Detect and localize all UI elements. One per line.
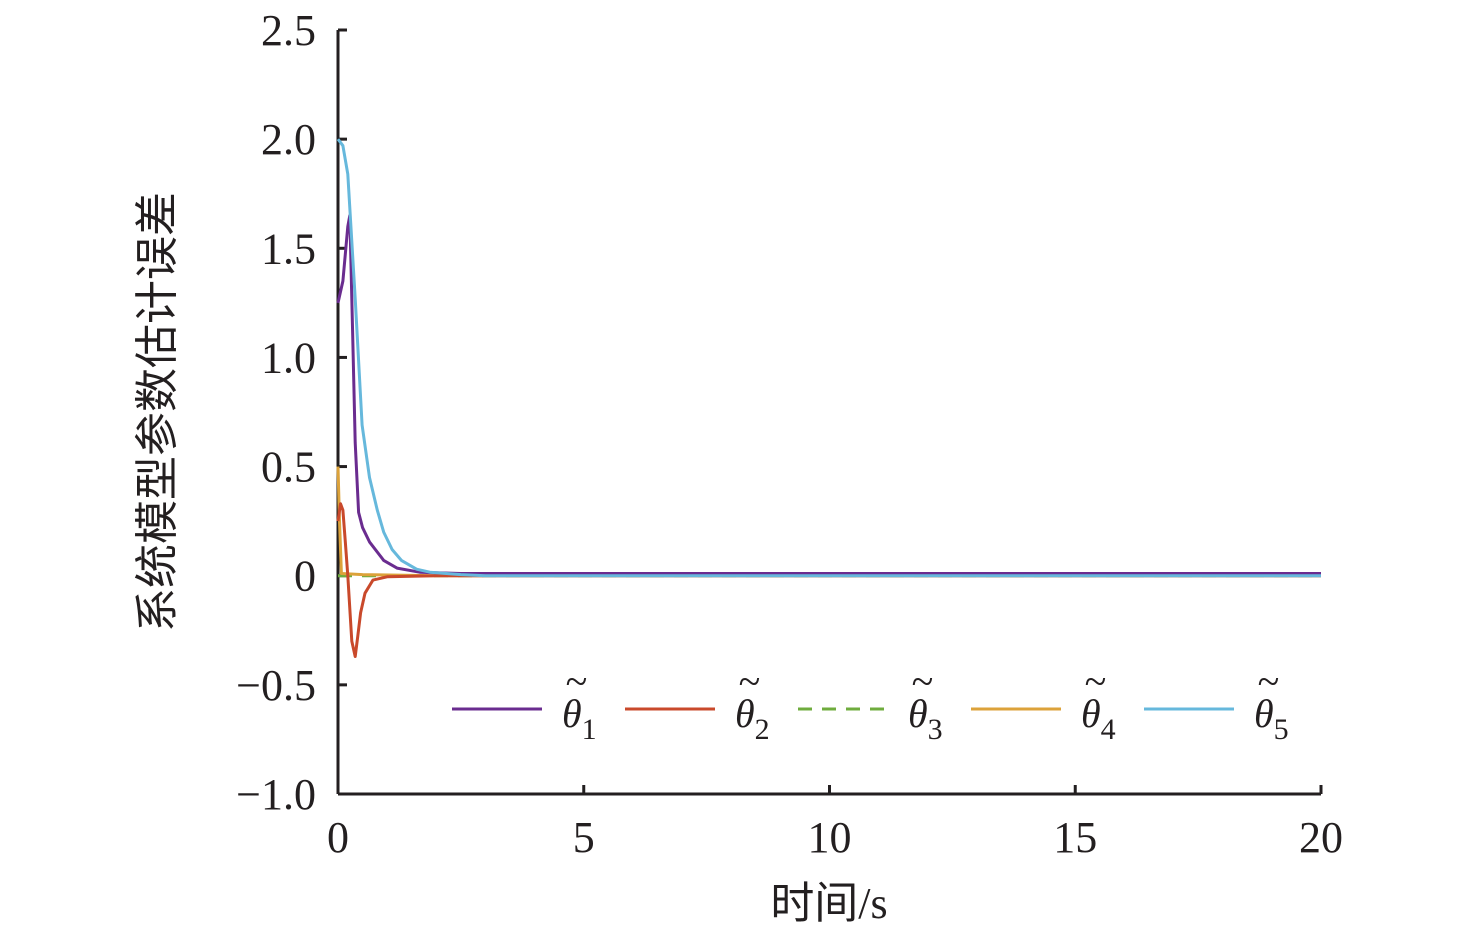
y-tick-label: 0 [294, 552, 316, 601]
tilde-mark: ~ [1084, 659, 1106, 704]
tilde-mark: ~ [1257, 659, 1279, 704]
legend-label-4: θ4 [1081, 691, 1116, 746]
x-tick-label: 15 [1053, 813, 1097, 862]
legend-label-5: θ5 [1254, 691, 1289, 746]
x-axis-title: 时间/s [770, 879, 887, 928]
legend-label-2: θ2 [735, 691, 770, 746]
series-line-theta-2 [336, 502, 1321, 658]
x-tick-label: 5 [573, 813, 595, 862]
legend-label-3: θ3 [908, 691, 943, 746]
y-tick-label: 0.5 [261, 443, 316, 492]
y-tick-label: 2.0 [261, 115, 316, 164]
x-tick-label: 0 [327, 813, 349, 862]
tilde-mark: ~ [911, 659, 933, 704]
series-line-theta-4 [336, 466, 1321, 578]
y-tick-label: 2.5 [261, 6, 316, 55]
x-tick-label: 10 [808, 813, 852, 862]
series-line-theta-5 [336, 138, 1321, 578]
y-axis-title: 系统模型参数估计误差 [133, 192, 182, 632]
legend-label-1: θ1 [562, 691, 597, 746]
y-tick-label: 1.0 [261, 333, 316, 382]
tilde-mark: ~ [565, 659, 587, 704]
axes: −1.0 −0.5 0 0.5 1.0 1.5 2.0 2.5 0 5 10 15 20 [236, 6, 1343, 862]
y-tick-label: −0.5 [236, 661, 316, 710]
series-line-theta-1 [336, 214, 1321, 575]
x-tick-label: 20 [1299, 813, 1343, 862]
tilde-mark: ~ [738, 659, 760, 704]
y-tick-label: −1.0 [236, 770, 316, 819]
series-lines [336, 138, 1321, 658]
y-tick-label: 1.5 [261, 224, 316, 273]
legend: θ1~θ2~θ3~θ4~θ5~ [452, 659, 1289, 746]
